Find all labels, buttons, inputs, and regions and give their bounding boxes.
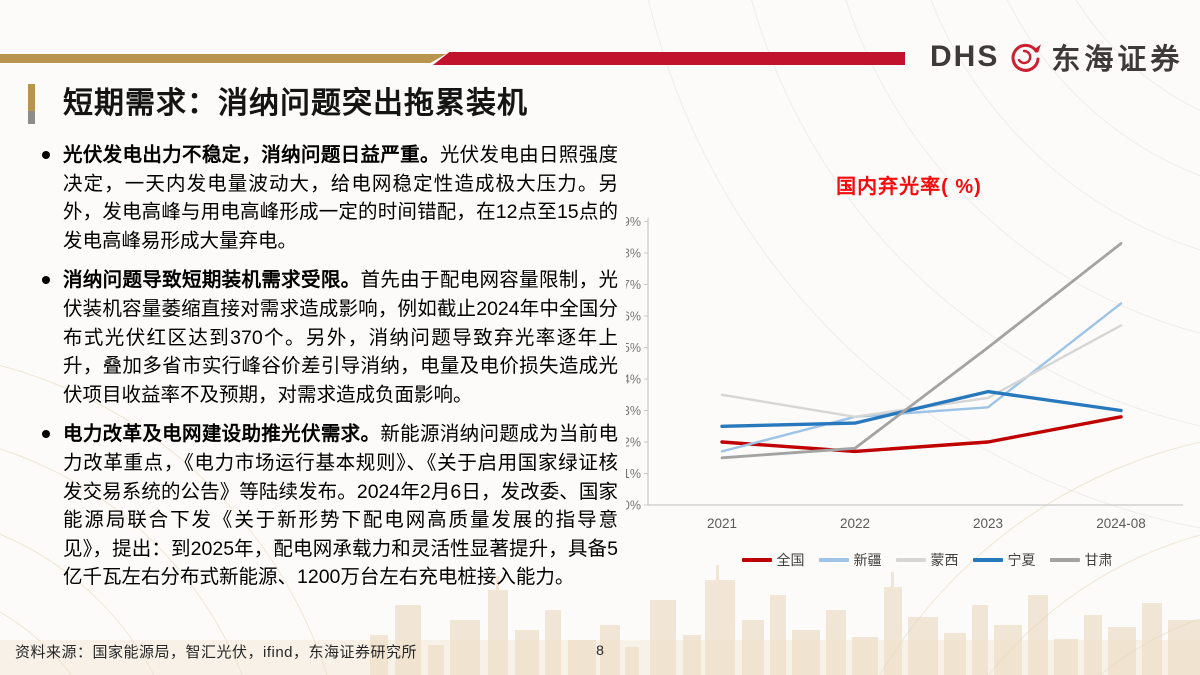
title-row: 短期需求：消纳问题突出拖累装机 [28,84,528,124]
bullet-item-2: 消纳问题导致短期装机需求受限。首先由于配电网容量限制，光伏装机容量萎缩直接对需求… [40,266,618,409]
legend-label: 宁夏 [1007,552,1036,568]
legend-label: 蒙西 [930,552,959,568]
legend-item: 蒙西 [895,550,959,570]
bullet-item-3: 电力改革及电网建设助推光伏需求。新能源消纳问题成为当前电力改革重点，《电力市场运… [40,420,618,592]
bullet-item-1: 光伏发电出力不稳定，消纳问题日益严重。光伏发电由日照强度决定，一天内发电量波动大… [40,141,618,255]
company-logo: DHS 东海证券 [930,36,1183,78]
series-line-2 [720,302,1123,453]
bullet-lead: 光伏发电出力不稳定，消纳问题日益严重。 [63,144,440,166]
chart-legend: 全国 新疆 蒙西 宁夏 甘肃 [626,550,1192,570]
chart-svg: 0% 1% 2% 3% 4% 5% 6% 7% 8% 9% 2021 2022 2023 2024-08 [623,215,1183,531]
svg-text:9%: 9% [626,215,641,229]
title-accent-gray [28,111,35,124]
bullet-body: 光伏发电由日照强度决定，一天内发电量波动大，给电网稳定性造成极大压力。另外，发电… [63,144,618,252]
svg-text:6%: 6% [626,310,641,324]
legend-label: 新疆 [853,552,882,568]
svg-text:2022: 2022 [840,516,870,531]
bullet-body: 新能源消纳问题成为当前电力改革重点，《电力市场运行基本规则》、《关于启用国家绿证… [63,423,618,589]
band-gold-segment [0,54,446,63]
svg-text:2%: 2% [626,436,641,450]
top-brand-band [0,52,905,65]
legend-swatch [818,558,849,562]
logo-dhs-text: DHS [930,40,1000,73]
svg-text:4%: 4% [626,373,641,387]
legend-swatch [895,558,926,562]
page-number: 8 [596,642,604,658]
bullet-lead: 消纳问题导致短期装机需求受限。 [63,269,361,292]
legend-swatch [741,558,772,562]
logo-company-name: 东海证券 [1051,44,1184,76]
legend-label: 甘肃 [1084,552,1113,568]
bullet-list: 光伏发电出力不稳定，消纳问题日益严重。光伏发电由日照强度决定，一天内发电量波动大… [40,141,618,603]
bullet-dot [42,430,50,439]
page-title: 短期需求：消纳问题突出拖累装机 [63,87,528,120]
y-axis-labels: 0% 1% 2% 3% 4% 5% 6% 7% 8% 9% [623,215,648,513]
legend-swatch [972,558,1003,562]
legend-item: 新疆 [818,550,882,570]
legend-item: 宁夏 [972,550,1036,570]
legend-item: 全国 [741,550,805,570]
bullet-lead: 电力改革及电网建设助推光伏需求。 [63,423,381,446]
svg-text:0%: 0% [626,499,641,513]
title-accent-gold [28,84,35,111]
svg-text:1%: 1% [626,467,641,481]
svg-text:2024-08: 2024-08 [1096,516,1146,531]
svg-text:2021: 2021 [707,516,737,531]
source-note: 资料来源：国家能源局，智汇光伏，ifind，东海证券研究所 [15,644,418,661]
series-line-4 [720,389,1123,429]
dragon-logo-icon [1011,43,1042,72]
svg-text:8%: 8% [626,247,641,261]
svg-text:3%: 3% [626,404,641,418]
chart-title: 国内弃光率( %) [836,176,982,198]
series-line-5 [720,242,1123,460]
title-accent-bar [28,84,35,124]
bullet-body: 首先由于配电网容量限制，光伏装机容量萎缩直接对需求造成影响，例如截止2024年中… [63,269,618,406]
series-line-1 [720,415,1123,454]
legend-label: 全国 [776,552,805,568]
svg-text:2023: 2023 [973,516,1003,531]
band-red-segment [433,52,905,65]
legend-swatch [1049,558,1080,562]
chart-panel: 国内弃光率( %) 0% 1% 2% 3% 4% 5% 6% 7% 8% 9% 2021 2022 20… [623,166,1192,570]
x-axis-labels: 2021 2022 2023 2024-08 [707,516,1146,531]
bullet-dot [42,276,50,285]
svg-text:7%: 7% [626,278,641,292]
svg-text:5%: 5% [626,341,641,355]
legend-item: 甘肃 [1049,550,1113,570]
bullet-dot [42,151,50,159]
chart-axes [647,217,1183,506]
